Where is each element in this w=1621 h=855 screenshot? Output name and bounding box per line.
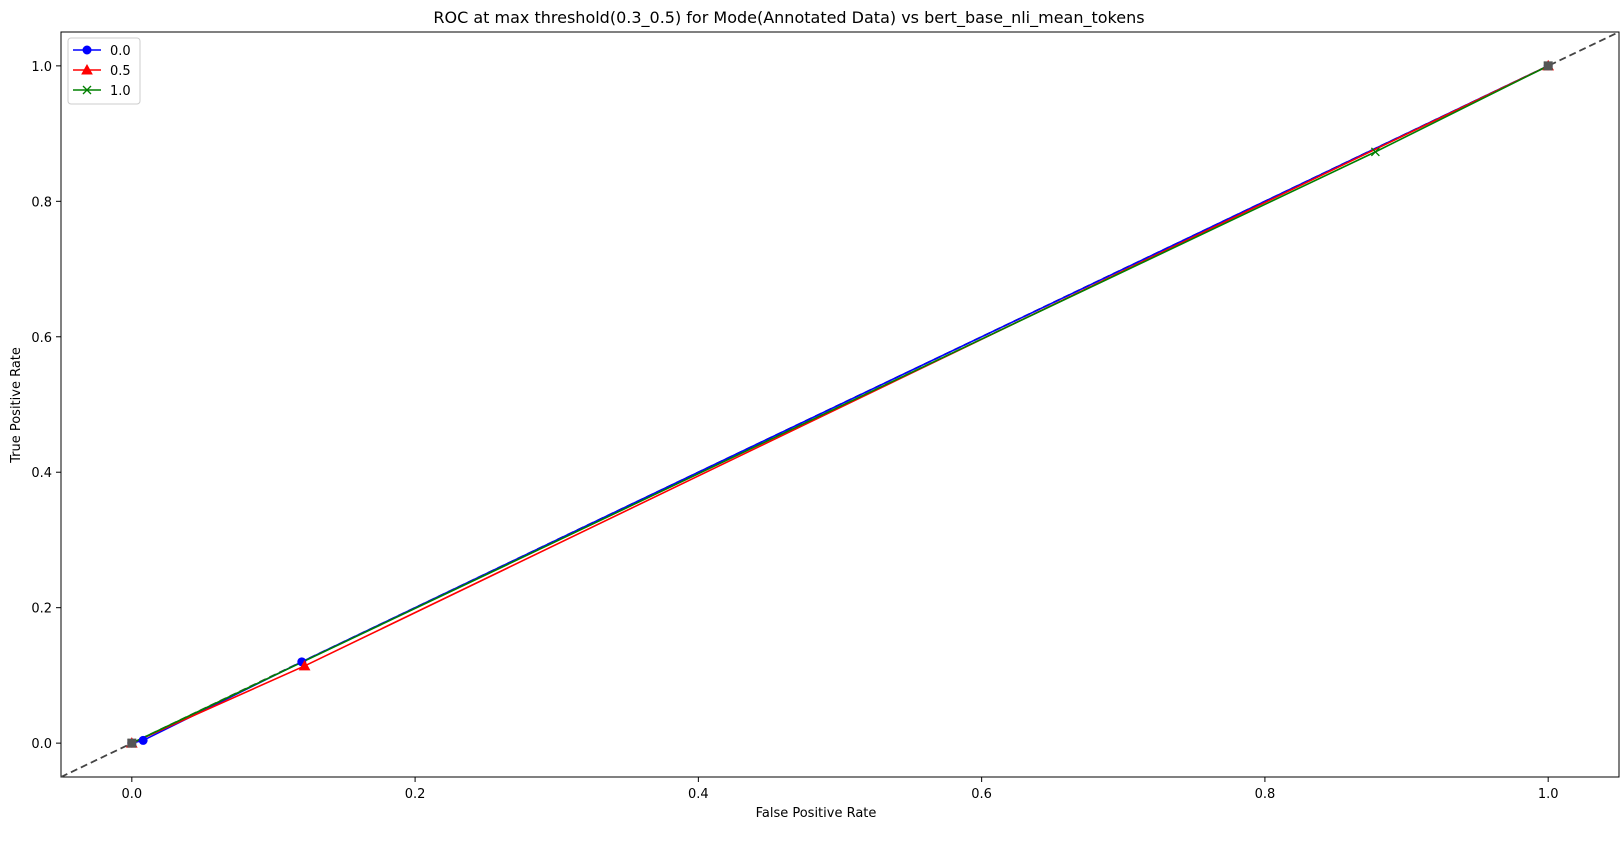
x-tick-label-0: 0.0: [121, 787, 142, 802]
marker-layer: [125, 59, 1555, 748]
y-tick-label-2: 0.4: [31, 466, 52, 481]
y-tick-label-5: 1.0: [31, 60, 52, 75]
legend-label-1: 0.5: [110, 64, 131, 79]
legend-label-2: 1.0: [110, 84, 131, 99]
series-1-point-1: [298, 659, 311, 671]
legend-marker-1: [81, 63, 93, 75]
series-2-point-1-stroke-2: [1370, 147, 1380, 157]
x-tick-label-4: 0.8: [1255, 787, 1276, 802]
series-2-point-1: [1370, 147, 1380, 157]
y-tick-label-3: 0.6: [31, 331, 52, 346]
y-tick-label-4: 0.8: [31, 195, 52, 210]
x-tick-label-3: 0.6: [971, 787, 992, 802]
y-axis: 0.0 0.2 0.4 0.6 0.8 1.0: [31, 60, 61, 752]
series-0-point-1: [138, 735, 148, 745]
y-tick-label-0: 0.0: [31, 737, 52, 752]
chart-title: ROC at max threshold(0.3_0.5) for Mode(A…: [433, 8, 1144, 28]
legend-marker-2-stroke-2: [82, 85, 92, 95]
legend-box: [67, 37, 141, 105]
x-tick-label-1: 0.2: [405, 787, 426, 802]
y-axis-label: True Positive Rate: [9, 347, 24, 464]
series-line-0: [131, 65, 1549, 744]
legend-marker-2: [82, 85, 92, 95]
legend: 0.0 0.5 1.0: [67, 37, 141, 105]
x-tick-label-5: 1.0: [1538, 787, 1559, 802]
end-marker-1: [1543, 61, 1553, 71]
y-tick-label-1: 0.2: [31, 602, 52, 617]
x-axis-label: False Positive Rate: [756, 806, 877, 821]
legend-marker-0: [82, 45, 92, 55]
legend-label-0: 0.0: [110, 44, 131, 59]
x-tick-label-2: 0.4: [688, 787, 709, 802]
x-axis: 0.0 0.2 0.4 0.6 0.8 1.0: [121, 777, 1559, 802]
end-marker-0: [127, 738, 137, 748]
